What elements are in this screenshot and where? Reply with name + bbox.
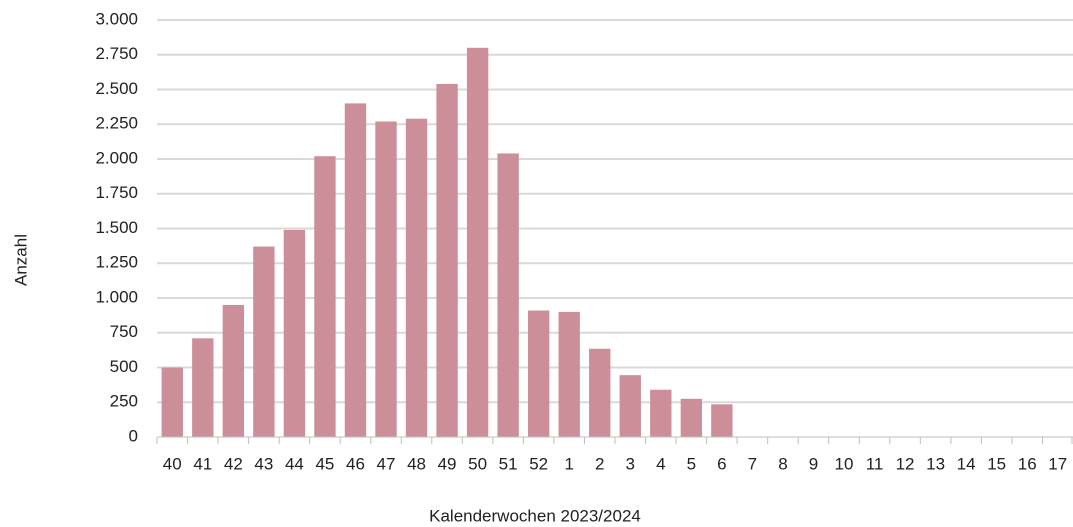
x-tick-label: 49 — [438, 454, 457, 473]
bar — [650, 389, 672, 437]
x-tick-label: 13 — [926, 454, 945, 473]
bar — [680, 398, 703, 437]
x-tick-label: 7 — [748, 454, 757, 473]
x-tick-label: 50 — [468, 454, 487, 473]
x-tick-label: 51 — [499, 454, 518, 473]
x-tick-label: 40 — [163, 454, 182, 473]
bar — [161, 367, 183, 437]
bar — [558, 311, 580, 437]
bar — [711, 404, 733, 437]
bar — [619, 375, 641, 437]
y-tick-label: 1.250 — [95, 253, 138, 272]
y-tick-label: 750 — [110, 322, 138, 341]
bar — [497, 153, 519, 437]
y-tick-label: 3.000 — [95, 9, 138, 28]
bar — [222, 304, 245, 437]
x-tick-label: 52 — [529, 454, 548, 473]
x-tick-label: 3 — [626, 454, 635, 473]
bar — [405, 118, 428, 437]
x-tick-label: 8 — [778, 454, 787, 473]
bar — [314, 156, 336, 437]
y-tick-label: 2.000 — [95, 148, 138, 167]
x-tick-label: 15 — [987, 454, 1006, 473]
x-tick-label: 16 — [1018, 454, 1037, 473]
bar — [466, 47, 489, 438]
x-tick-label: 10 — [835, 454, 854, 473]
x-tick-label: 11 — [866, 454, 884, 473]
y-tick-label: 1.500 — [95, 218, 138, 237]
x-tick-label: 48 — [407, 454, 426, 473]
x-tick-label: 41 — [193, 454, 212, 473]
x-tick-label: 46 — [346, 454, 365, 473]
x-tick-label: 5 — [687, 454, 696, 473]
x-tick-label: 4 — [656, 454, 665, 473]
x-tick-label: 14 — [957, 454, 976, 473]
bar — [344, 103, 367, 438]
bar — [589, 348, 611, 437]
bar — [375, 121, 397, 437]
y-tick-label: 1.000 — [95, 287, 138, 306]
x-tick-label: 45 — [315, 454, 334, 473]
bar — [283, 229, 306, 437]
y-tick-label: 2.500 — [95, 79, 138, 98]
x-tick-label: 2 — [595, 454, 604, 473]
bar — [192, 338, 214, 437]
x-tick-label: 9 — [809, 454, 818, 473]
x-tick-label: 17 — [1048, 454, 1067, 473]
bar — [436, 83, 458, 437]
x-axis-title: Kalenderwochen 2023/2024 — [429, 506, 641, 525]
y-axis-title: Anzahl — [11, 234, 30, 286]
y-tick-label: 250 — [110, 392, 138, 411]
y-tick-label: 2.750 — [95, 44, 138, 63]
x-tick-label: 43 — [254, 454, 273, 473]
y-tick-label: 2.250 — [95, 114, 138, 133]
y-tick-label: 500 — [110, 357, 138, 376]
y-tick-label: 0 — [129, 426, 138, 445]
x-tick-label: 44 — [285, 454, 304, 473]
bar — [253, 246, 275, 437]
x-tick-label: 47 — [377, 454, 396, 473]
x-tick-label: 1 — [564, 454, 573, 473]
bar — [527, 310, 550, 437]
x-tick-label: 6 — [717, 454, 726, 473]
x-tick-label: 42 — [224, 454, 243, 473]
y-tick-label: 1.750 — [95, 183, 138, 202]
x-tick-label: 12 — [896, 454, 915, 473]
